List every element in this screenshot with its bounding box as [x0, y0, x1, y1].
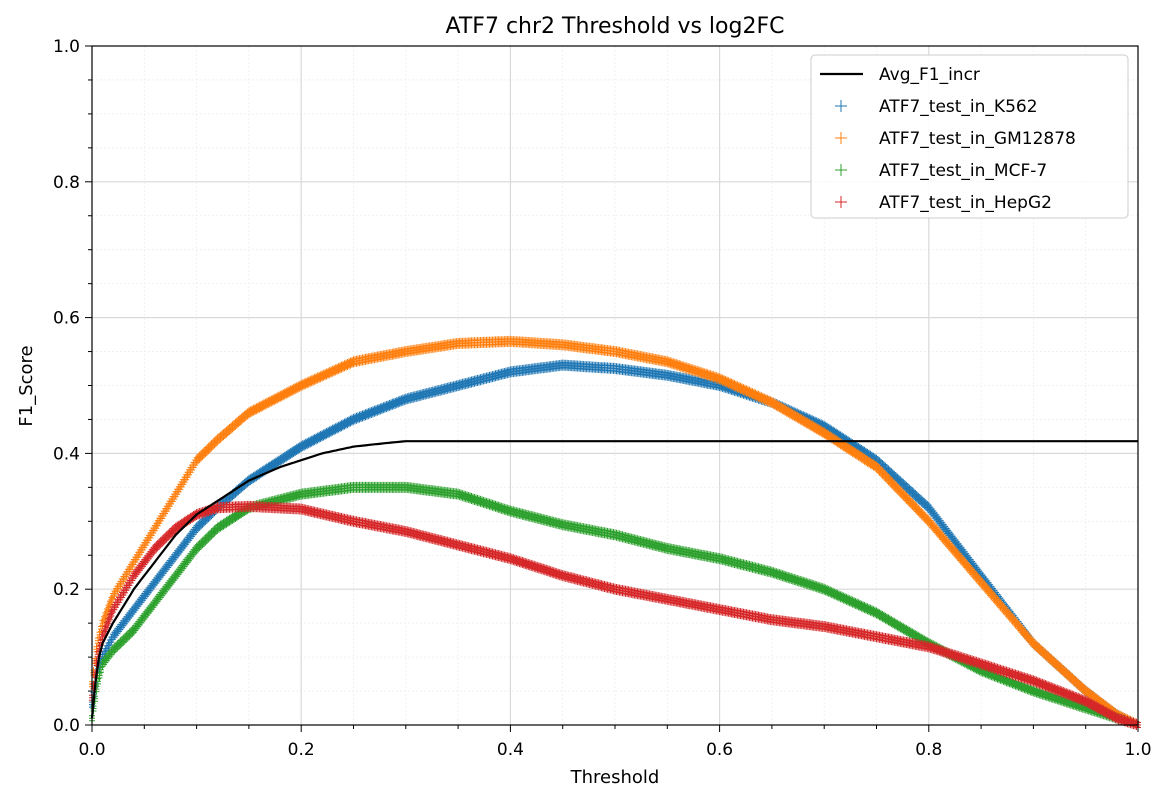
- data-point: [362, 414, 369, 421]
- series-layer: [89, 335, 1141, 731]
- data-point: [389, 403, 396, 410]
- data-point: [232, 491, 239, 498]
